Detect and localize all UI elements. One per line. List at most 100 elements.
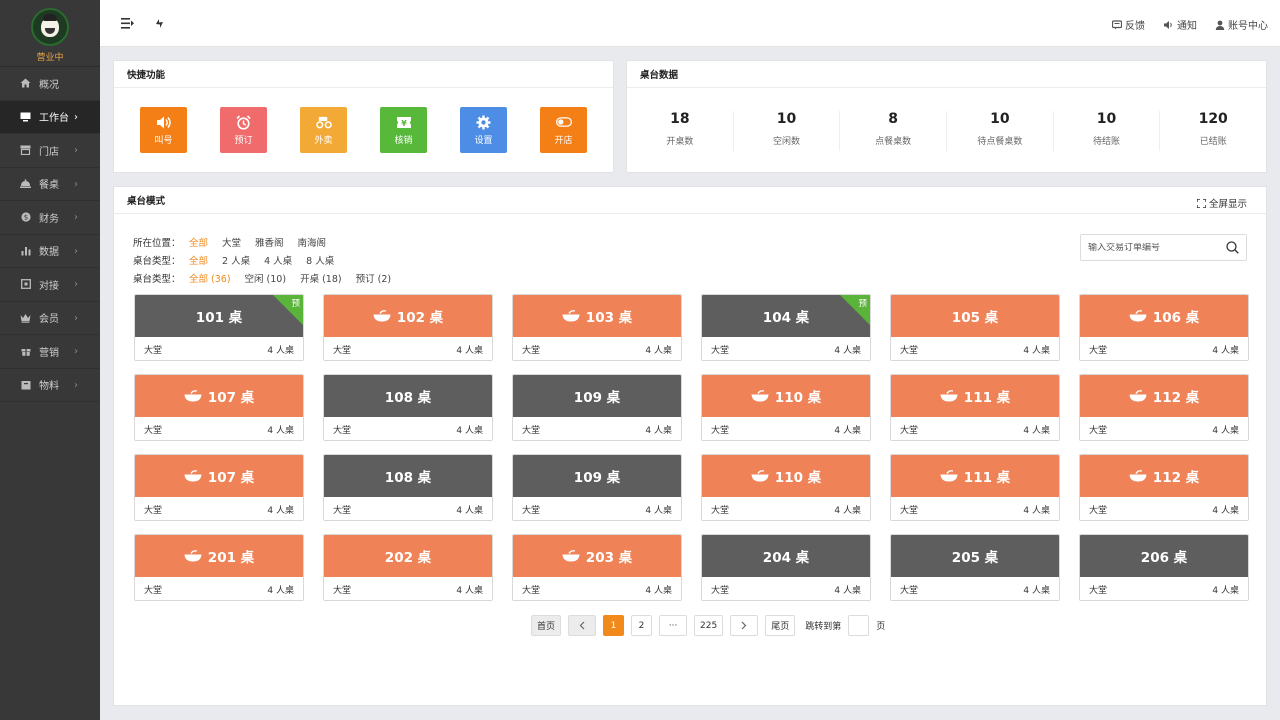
- stat-item: 120 已结账: [1160, 111, 1266, 151]
- table-card-footer: 大堂 4 人桌: [1080, 337, 1248, 360]
- table-card[interactable]: 111 桌大堂 4 人桌: [890, 454, 1060, 521]
- jump-page-input[interactable]: [848, 615, 870, 636]
- table-card-header: 107 桌: [135, 455, 303, 497]
- table-card[interactable]: 103 桌大堂 4 人桌: [512, 294, 682, 361]
- filter-option[interactable]: 雅香阁: [255, 238, 284, 249]
- table-card[interactable]: 202 桌大堂 4 人桌: [323, 534, 493, 601]
- sidebar-item-4[interactable]: $ 财务 ›: [0, 201, 100, 235]
- stat-label: 待点餐桌数: [977, 137, 1023, 147]
- table-card[interactable]: 110 桌大堂 4 人桌: [701, 454, 871, 521]
- prev-page-button[interactable]: [568, 615, 597, 636]
- search-icon[interactable]: [1226, 241, 1239, 254]
- quick-button-4[interactable]: 设置: [460, 107, 507, 153]
- filter-option[interactable]: 预订 (2): [355, 274, 392, 285]
- table-seats: 4 人桌: [267, 506, 294, 516]
- sidebar-item-label: 营销: [39, 347, 59, 359]
- account-center-link[interactable]: 账号中心: [1215, 17, 1268, 32]
- chevron-left-icon: [579, 621, 585, 630]
- sidebar-item-3[interactable]: 餐桌 ›: [0, 168, 100, 201]
- table-name: 204 桌: [762, 550, 810, 566]
- quick-button-1[interactable]: 预订: [220, 107, 267, 153]
- table-card[interactable]: 111 桌大堂 4 人桌: [890, 374, 1060, 441]
- table-card[interactable]: 203 桌大堂 4 人桌: [512, 534, 682, 601]
- page-number-button[interactable]: 225: [694, 615, 724, 636]
- filter-option[interactable]: 全部: [189, 238, 209, 249]
- table-card[interactable]: 101 桌 预大堂 4 人桌: [134, 294, 304, 361]
- table-card-footer: 大堂 4 人桌: [702, 417, 870, 440]
- table-card[interactable]: 106 桌大堂 4 人桌: [1079, 294, 1249, 361]
- quick-button-0[interactable]: 叫号: [140, 107, 187, 153]
- table-area: 大堂: [900, 346, 919, 356]
- table-card[interactable]: 108 桌大堂 4 人桌: [323, 454, 493, 521]
- next-page-button[interactable]: [730, 615, 759, 636]
- sidebar-item-2[interactable]: 门店 ›: [0, 134, 100, 168]
- table-card[interactable]: 201 桌大堂 4 人桌: [134, 534, 304, 601]
- table-card[interactable]: 107 桌大堂 4 人桌: [134, 374, 304, 441]
- refresh-button[interactable]: [152, 16, 166, 30]
- fullscreen-button[interactable]: 全屏显示: [1196, 196, 1247, 210]
- table-stats-title: 桌台数据: [627, 61, 1266, 88]
- table-card-footer: 大堂 4 人桌: [513, 417, 681, 440]
- filter-option[interactable]: 2 人桌: [222, 256, 251, 267]
- table-card[interactable]: 110 桌大堂 4 人桌: [701, 374, 871, 441]
- table-card-header: 108 桌: [324, 455, 492, 497]
- filter-option[interactable]: 空闲 (10): [244, 274, 287, 285]
- table-card[interactable]: 206 桌大堂 4 人桌: [1079, 534, 1249, 601]
- sidebar-item-1[interactable]: 工作台 ›: [0, 100, 100, 134]
- filter-option[interactable]: 8 人桌: [306, 256, 335, 267]
- first-page-button[interactable]: 首页: [531, 615, 562, 636]
- table-card-header: 205 桌: [891, 535, 1059, 577]
- quick-button-3[interactable]: ¥ 核销: [380, 107, 427, 153]
- table-area: 大堂: [711, 346, 730, 356]
- feedback-link[interactable]: 反馈: [1112, 17, 1145, 32]
- sidebar-item-6[interactable]: 对接 ›: [0, 268, 100, 302]
- table-card[interactable]: 109 桌大堂 4 人桌: [512, 374, 682, 441]
- quick-button-label: 外卖: [314, 136, 333, 146]
- page-number-button[interactable]: 1: [603, 615, 625, 636]
- filter-option[interactable]: 全部: [189, 256, 209, 267]
- table-seats: 4 人桌: [834, 586, 861, 596]
- table-area: 大堂: [522, 586, 541, 596]
- table-area: 大堂: [1089, 346, 1108, 356]
- table-name: 111 桌: [963, 390, 1011, 406]
- table-name: 110 桌: [774, 470, 822, 486]
- sidebar-item-5[interactable]: 数据 ›: [0, 235, 100, 268]
- table-card[interactable]: 204 桌大堂 4 人桌: [701, 534, 871, 601]
- table-card[interactable]: 112 桌大堂 4 人桌: [1079, 454, 1249, 521]
- filter-option[interactable]: 开桌 (18): [300, 274, 342, 285]
- sidebar-item-8[interactable]: 营销 ›: [0, 335, 100, 369]
- stat-label: 开桌数: [666, 137, 694, 147]
- filter-option[interactable]: 大堂: [222, 238, 242, 249]
- table-seats: 4 人桌: [1023, 346, 1050, 356]
- last-page-button[interactable]: 尾页: [765, 615, 796, 636]
- table-area: 大堂: [1089, 506, 1108, 516]
- table-card[interactable]: 109 桌大堂 4 人桌: [512, 454, 682, 521]
- sidebar-item-7[interactable]: 会员 ›: [0, 302, 100, 335]
- feedback-icon: [1112, 19, 1122, 29]
- monitor-icon: [20, 111, 31, 122]
- filter-option[interactable]: 全部 (36): [189, 274, 231, 285]
- table-card[interactable]: 105 桌大堂 4 人桌: [890, 294, 1060, 361]
- table-card[interactable]: 107 桌大堂 4 人桌: [134, 454, 304, 521]
- order-search-input[interactable]: [1088, 242, 1223, 253]
- restaurant-logo[interactable]: [31, 8, 69, 46]
- quick-button-2[interactable]: 外卖: [300, 107, 347, 153]
- sidebar-item-9[interactable]: 物料 ›: [0, 369, 100, 402]
- table-card[interactable]: 104 桌 预大堂 4 人桌: [701, 294, 871, 361]
- table-card[interactable]: 112 桌大堂 4 人桌: [1079, 374, 1249, 441]
- table-card-header: 102 桌: [324, 295, 492, 337]
- table-card[interactable]: 205 桌大堂 4 人桌: [890, 534, 1060, 601]
- quick-button-5[interactable]: 开店: [540, 107, 587, 153]
- sidebar-item-0[interactable]: 概况: [0, 67, 100, 101]
- table-name: 101 桌: [195, 310, 243, 326]
- table-card[interactable]: 108 桌大堂 4 人桌: [323, 374, 493, 441]
- filter-option[interactable]: 南海阁: [297, 238, 327, 249]
- stat-label: 空闲数: [773, 137, 801, 147]
- notify-link[interactable]: 通知: [1163, 17, 1197, 32]
- table-card[interactable]: 102 桌大堂 4 人桌: [323, 294, 493, 361]
- filter-option[interactable]: 4 人桌: [264, 256, 293, 267]
- table-area: 大堂: [522, 426, 541, 436]
- menu-toggle-button[interactable]: [120, 16, 134, 30]
- page-number-button[interactable]: 2: [631, 615, 653, 636]
- table-card-footer: 大堂 4 人桌: [1080, 577, 1248, 600]
